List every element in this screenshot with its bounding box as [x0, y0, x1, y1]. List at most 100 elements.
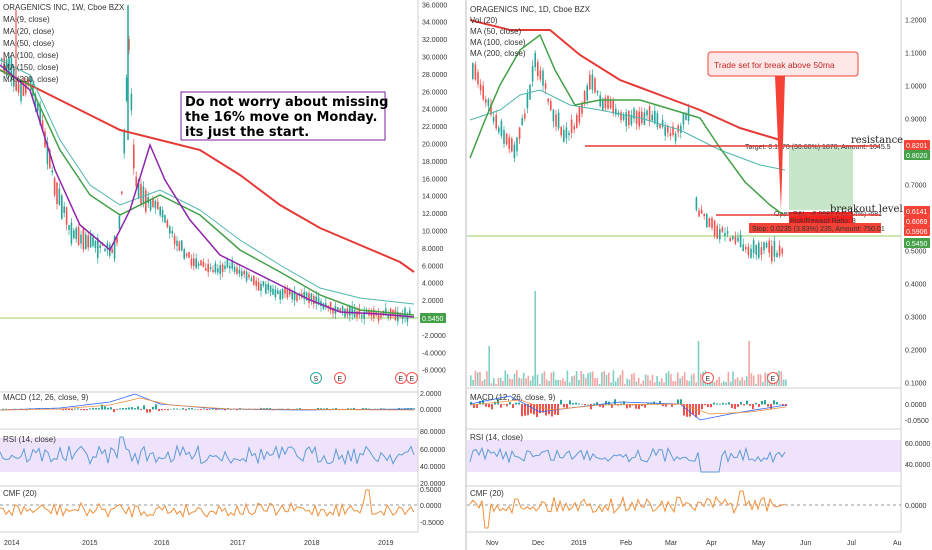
candle-body: [53, 178, 56, 196]
candle-body: [583, 91, 586, 104]
macd-bar: [542, 404, 544, 413]
macd-bar: [149, 409, 151, 413]
candle-body: [380, 314, 382, 318]
candle-body: [49, 149, 51, 169]
macd-bar: [143, 405, 145, 410]
volume-bar: [502, 380, 504, 386]
cmf-axis-tick: 0.0000: [420, 503, 442, 510]
right-price-axis[interactable]: 1.20001.10001.00000.90000.80000.70000.60…: [905, 18, 927, 388]
candle-body: [643, 112, 646, 125]
right-time-axis[interactable]: Nov Dec 2019 Feb Mar Apr May Jun Jul Au: [486, 540, 902, 547]
macd-bar: [776, 402, 778, 405]
candle-body: [253, 275, 255, 285]
candle-body: [630, 114, 633, 125]
price-tag: [904, 150, 930, 160]
macd-bar: [299, 408, 301, 410]
macd-bar: [215, 409, 217, 411]
candle-body: [648, 106, 651, 122]
candle-body: [773, 240, 776, 257]
macd-bar: [650, 403, 652, 405]
candle-body: [568, 132, 570, 136]
macd-bar: [398, 407, 400, 410]
candle-body: [739, 234, 742, 248]
candle-body: [308, 293, 310, 304]
macd-bar: [686, 404, 688, 417]
price-tag: [904, 140, 930, 150]
cmf-label: CMF (20): [3, 489, 37, 498]
candle-body: [25, 83, 27, 94]
macd-label: MACD (12, 26, close, 9): [3, 393, 89, 402]
price-axis-tick: 0.7000: [905, 183, 927, 190]
event-markers[interactable]: E E: [702, 372, 779, 384]
candle-body: [92, 237, 94, 246]
stop-label: Stop: 0.0235 (3.83%) 235, Amount: 750.01: [752, 226, 885, 233]
macd-bar: [317, 407, 319, 410]
candle-body: [734, 236, 737, 244]
macd-bar: [629, 404, 631, 408]
candle-body: [547, 98, 549, 102]
candle-body: [377, 313, 380, 321]
candle-body: [1, 58, 3, 61]
left-chart-panel[interactable]: ORAGENICS INC, 1W, Cboe BZX MA (9, close…: [0, 0, 447, 547]
candle-body: [181, 240, 183, 251]
macd-bar: [527, 404, 529, 416]
left-time-axis[interactable]: 2014 2015 2016 2017 2018 2019: [4, 540, 394, 547]
volume-bar: [575, 371, 578, 386]
candle-body: [721, 227, 724, 233]
legend-item: MA (100, close): [3, 51, 59, 60]
target-zone[interactable]: [789, 146, 853, 210]
candle-body: [732, 236, 734, 240]
candle-body: [56, 182, 58, 204]
macd-bar: [194, 408, 196, 410]
right-chart-panel[interactable]: Target: 0.1870 (30.60%) 1870, Amount: 10…: [467, 0, 930, 547]
macd-bar: [707, 404, 709, 408]
macd-bar: [716, 403, 718, 405]
rsi-band: [0, 438, 418, 472]
candle-body: [646, 110, 648, 116]
candle-body: [111, 249, 113, 253]
note-box[interactable]: [180, 91, 386, 141]
price-axis-tick: 1.2000: [905, 18, 927, 25]
candle-body: [768, 240, 770, 253]
candle-body: [125, 77, 128, 101]
volume-bar: [644, 374, 647, 386]
macd-bar: [518, 402, 520, 405]
left-price-axis[interactable]: 36.0000 34.0000 32.0000 30.0000 28.0000 26.00…: [422, 2, 447, 374]
candle-body: [73, 230, 75, 238]
volume-bar: [739, 380, 741, 386]
candle-body: [625, 112, 627, 126]
volume-bar: [580, 370, 582, 386]
macd-bar: [80, 409, 82, 410]
candle-body: [82, 227, 85, 250]
volume-bar: [690, 374, 693, 386]
time-tick: Jul: [847, 540, 856, 547]
price-axis-tick: 8.0000: [422, 246, 444, 253]
event-markers[interactable]: S E E E: [310, 372, 418, 384]
signal-line: [0, 397, 415, 411]
rsi-axis-tick: 20.0000: [420, 481, 445, 488]
volume-bar: [670, 373, 672, 386]
candle-body: [726, 231, 729, 234]
candle-body: [137, 179, 140, 198]
macd-bar: [140, 409, 142, 410]
macd-bar: [752, 404, 754, 410]
volume-bar: [631, 374, 633, 386]
candle-body: [37, 103, 39, 111]
candle-body: [778, 245, 781, 256]
macd-bar: [515, 402, 517, 405]
macd-bar: [224, 409, 226, 411]
candle-body: [737, 237, 739, 242]
macd-bar: [770, 404, 772, 410]
candle-body: [537, 62, 539, 77]
candle-body: [63, 206, 65, 214]
macd-bar: [662, 404, 664, 407]
candle-body: [358, 308, 361, 316]
moving-averages-weekly: [0, 59, 415, 318]
volume-bar: [628, 379, 631, 386]
macd-bar: [485, 404, 487, 407]
candle-body: [604, 97, 607, 109]
volume-bar: [536, 374, 539, 386]
candle-body: [344, 309, 346, 318]
macd-bar: [644, 404, 646, 408]
macd-bar: [623, 401, 625, 405]
